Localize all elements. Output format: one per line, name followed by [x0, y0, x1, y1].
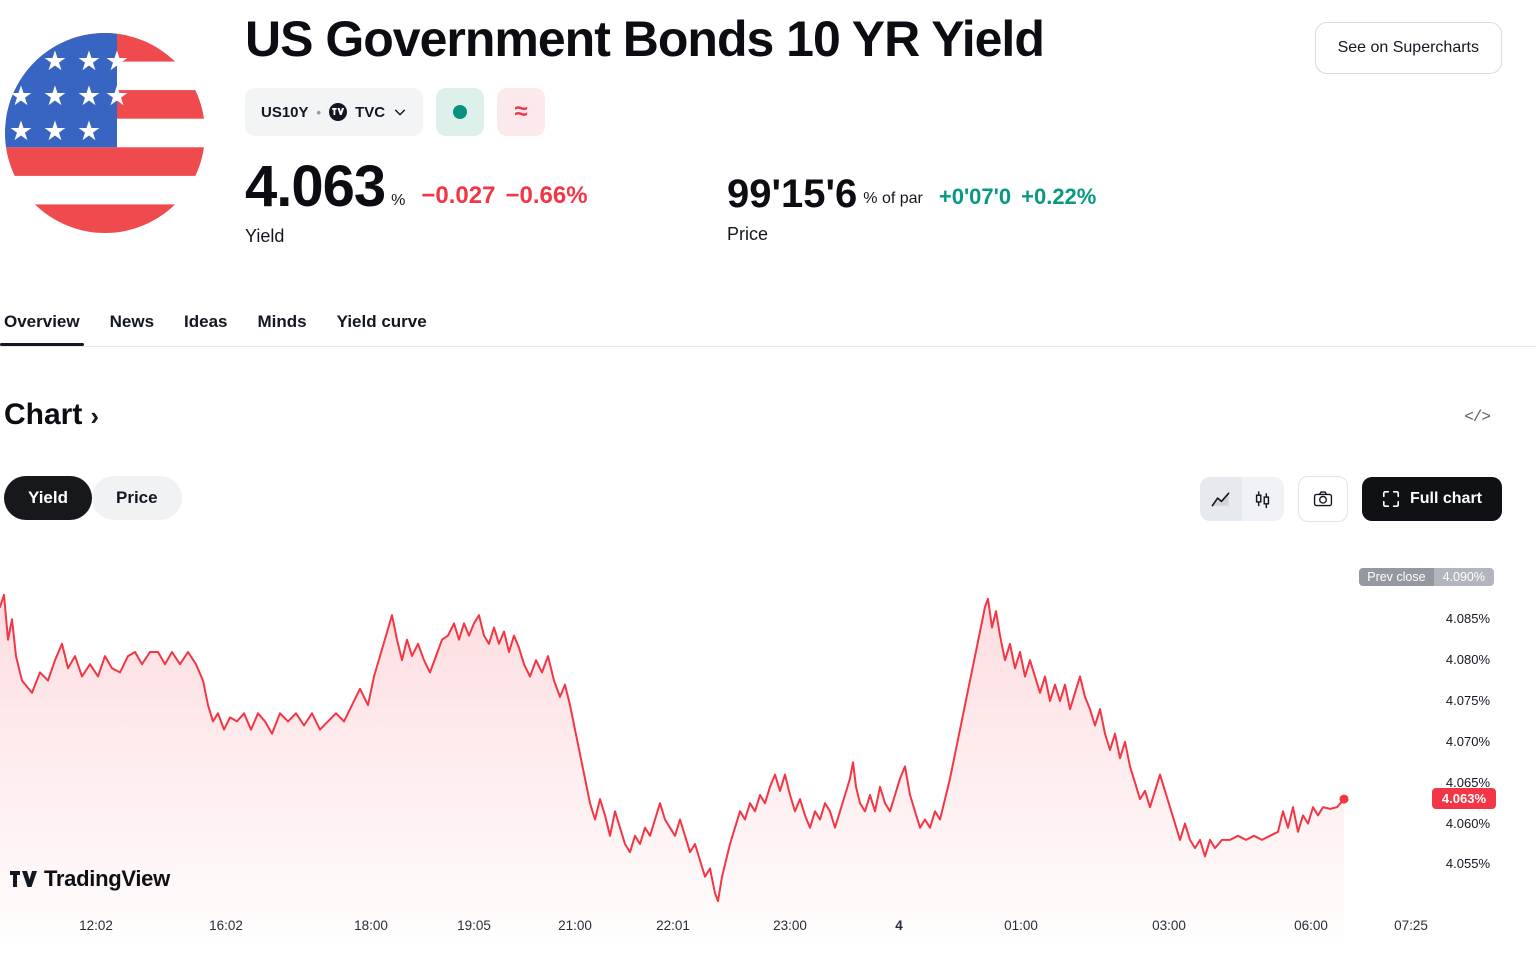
fullscreen-icon	[1382, 490, 1399, 508]
x-axis-label: 21:00	[558, 918, 592, 933]
y-axis-label: 4.070%	[1445, 733, 1490, 749]
svg-text:★: ★	[77, 116, 101, 147]
chart-area: 4.085% 4.080% 4.075% 4.070% 4.065% 4.060% 4.05…	[0, 558, 1536, 960]
y-axis-label: 4.065%	[1445, 774, 1490, 790]
tab-minds[interactable]: Minds	[257, 312, 307, 331]
y-axis-label: 4.085%	[1445, 611, 1490, 627]
tab-ideas[interactable]: Ideas	[184, 312, 228, 331]
x-axis-label: 4	[895, 918, 903, 933]
tab-overview[interactable]: Overview	[0, 308, 84, 346]
svg-text:★: ★	[77, 81, 101, 112]
prev-close-badge: Prev close 4.090%	[1359, 568, 1494, 587]
tabs-divider	[0, 346, 1536, 347]
full-chart-label: Full chart	[1409, 490, 1482, 507]
x-axis-label: 06:00	[1294, 918, 1328, 933]
x-axis-label: 22:01	[656, 918, 690, 933]
tab-news[interactable]: News	[109, 312, 155, 331]
yield-label: Yield	[245, 226, 285, 246]
market-status-button[interactable]	[436, 88, 485, 136]
yield-change: −0.027	[421, 182, 496, 209]
y-axis-label: 4.080%	[1445, 652, 1490, 668]
svg-text:★: ★	[9, 46, 33, 77]
svg-text:★: ★	[105, 46, 129, 77]
us-flag-icon: ★ ★ ★ ★ ★ ★ ★ ★ ★ ★ ★	[5, 33, 205, 233]
svg-text:★: ★	[43, 46, 67, 77]
svg-text:★: ★	[9, 116, 33, 147]
chart-section-head[interactable]: Chart ›	[4, 398, 99, 432]
x-axis: 12:02 16:02 18:00 19:05 21:00 22:01 23:00 4 01:0…	[0, 918, 1536, 938]
prev-close-value: 4.090%	[1433, 568, 1494, 587]
chevron-right-icon: ›	[90, 400, 100, 431]
price-value: 99'15'6	[727, 172, 858, 216]
tab-yield-curve[interactable]: Yield curve	[336, 312, 427, 331]
page-title: US Government Bonds 10 YR Yield	[245, 11, 1045, 67]
x-axis-label: 16:02	[209, 918, 243, 933]
x-axis-label: 12:02	[79, 918, 113, 933]
chart-toolbar: Yield Price	[4, 476, 1502, 522]
x-axis-label: 23:00	[773, 918, 807, 933]
y-axis-label: 4.055%	[1445, 856, 1490, 872]
chart-type-group	[1199, 477, 1284, 521]
chart-section-title: Chart	[4, 398, 83, 431]
watermark-text: TradingView	[44, 866, 170, 891]
yield-toggle-button[interactable]: Yield	[4, 476, 92, 520]
last-price-badge: 4.063%	[1431, 788, 1496, 810]
price-block: 99'15'6 % of par +0'07'0 +0.22% Price	[727, 174, 1096, 245]
svg-text:★: ★	[43, 81, 67, 112]
tradingview-logo-icon	[10, 871, 37, 887]
x-axis-label: 03:00	[1152, 918, 1186, 933]
price-change-pct: +0.22%	[1021, 184, 1097, 209]
yield-value: 4.063	[245, 154, 386, 219]
y-axis-label: 4.075%	[1445, 693, 1490, 708]
yield-area-chart[interactable]	[0, 558, 1356, 938]
snapshot-camera-icon[interactable]	[1297, 476, 1348, 522]
svg-text:★: ★	[77, 46, 101, 77]
svg-text:★: ★	[105, 81, 129, 112]
tradingview-watermark: TradingView	[10, 866, 170, 892]
market-open-dot-icon	[453, 105, 468, 119]
yield-unit: %	[391, 192, 406, 209]
price-toggle-button[interactable]: Price	[92, 476, 182, 520]
chevron-down-icon	[394, 109, 406, 116]
x-axis-label: 01:00	[1004, 918, 1038, 933]
streaming-mode-button[interactable]: ≈	[497, 88, 546, 136]
y-axis-label: 4.060%	[1445, 815, 1490, 831]
prev-close-label: Prev close	[1359, 568, 1434, 587]
see-on-supercharts-button[interactable]: See on Supercharts	[1314, 22, 1502, 74]
price-change: +0'07'0	[938, 184, 1012, 209]
symbol-row: US10Y • TVC ≈	[245, 88, 546, 136]
x-axis-label: 19:05	[457, 918, 491, 933]
symbol-label: US10Y	[261, 103, 309, 121]
x-axis-label: 07:25	[1394, 918, 1428, 933]
yield-block: 4.063 % −0.027 −0.66% Yield	[245, 158, 588, 247]
candlestick-chart-icon[interactable]	[1242, 477, 1284, 521]
tab-bar: Overview News Ideas Minds Yield curve	[0, 308, 1536, 347]
separator-dot: •	[316, 104, 322, 120]
symbol-selector[interactable]: US10Y • TVC	[245, 88, 424, 136]
exchange-label: TVC	[355, 103, 386, 121]
price-label: Price	[727, 224, 769, 244]
yield-change-pct: −0.66%	[505, 182, 588, 209]
tradingview-logo-icon	[329, 103, 348, 121]
embed-code-icon[interactable]: </>	[1464, 408, 1491, 426]
price-unit: % of par	[863, 190, 923, 207]
x-axis-label: 18:00	[354, 918, 388, 933]
svg-text:★: ★	[9, 81, 33, 112]
svg-text:★: ★	[43, 116, 67, 147]
full-chart-button[interactable]: Full chart	[1361, 477, 1502, 521]
area-chart-icon[interactable]	[1199, 477, 1242, 521]
